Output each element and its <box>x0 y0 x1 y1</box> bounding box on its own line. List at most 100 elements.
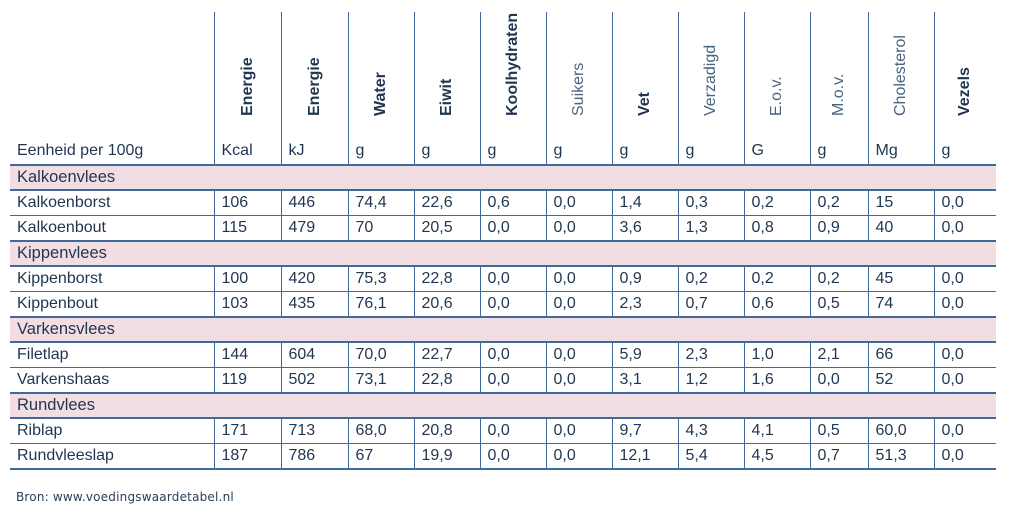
table-cell: 0,2 <box>743 266 810 292</box>
table-cell: 0,0 <box>933 342 996 368</box>
table-cell: 20,5 <box>413 215 480 242</box>
group-row: Kippenvlees <box>10 241 996 267</box>
table-cell: 0,0 <box>809 367 868 394</box>
table-cell: 1,4 <box>611 190 678 216</box>
row-label: Filetlap <box>10 342 214 368</box>
table-cell: 0,0 <box>933 215 996 242</box>
table-cell: 20,8 <box>413 418 480 444</box>
row-label: Kippenborst <box>10 266 214 292</box>
table-cell: 19,9 <box>413 443 480 470</box>
table-cell: 73,1 <box>347 367 414 394</box>
table-cell: 74,4 <box>347 190 414 216</box>
group-label: Kalkoenvlees <box>10 165 996 191</box>
group-row: Varkensvlees <box>10 317 996 343</box>
unit-cell: g <box>611 138 678 166</box>
table-cell: 9,7 <box>611 418 678 444</box>
unit-cell: g <box>933 138 996 166</box>
column-header: Suikers <box>545 12 612 138</box>
table-cell: 187 <box>213 443 281 470</box>
group-row: Kalkoenvlees <box>10 165 996 191</box>
table-row: Kalkoenbout 115 479 70 20,5 0,0 0,0 3,6 1,3 0,8 0,… <box>10 215 996 242</box>
table-cell: 0,0 <box>479 418 546 444</box>
column-header-label: Vet <box>636 91 653 116</box>
table-cell: 70 <box>347 215 414 242</box>
unit-cell: kJ <box>280 138 348 166</box>
table-cell: 0,0 <box>479 215 546 242</box>
table-cell: 446 <box>280 190 348 216</box>
group-label: Kippenvlees <box>10 241 996 267</box>
table-cell: 0,7 <box>809 443 868 470</box>
table-cell: 0,0 <box>545 342 612 368</box>
table-cell: 0,0 <box>545 190 612 216</box>
table-cell: 51,3 <box>867 443 934 470</box>
row-label: Kalkoenborst <box>10 190 214 216</box>
column-header: Vet <box>611 12 678 138</box>
table-cell: 2,3 <box>677 342 744 368</box>
unit-row-label: Eenheid per 100g <box>10 138 214 166</box>
table-cell: 0,2 <box>677 266 744 292</box>
table-cell: 66 <box>867 342 934 368</box>
table-cell: 119 <box>213 367 281 394</box>
column-header: M.o.v. <box>809 12 868 138</box>
table-cell: 115 <box>213 215 281 242</box>
table-cell: 60,0 <box>867 418 934 444</box>
table-cell: 2,1 <box>809 342 868 368</box>
column-header-label: Energie <box>305 57 323 116</box>
table-row: Kippenborst 100 420 75,3 22,8 0,0 0,0 0,9 0,2 0,2… <box>10 266 996 292</box>
table-cell: 22,8 <box>413 367 480 394</box>
table-cell: 0,0 <box>933 443 996 470</box>
table-cell: 0,0 <box>545 367 612 394</box>
table-cell: 420 <box>280 266 348 292</box>
nutrition-table: Energie Energie Water Eiwit Koolhydraten Suik… <box>10 12 996 470</box>
source-note: Bron: www.voedingswaardetabel.nl <box>16 490 234 504</box>
unit-cell: Mg <box>867 138 934 166</box>
table-cell: 0,9 <box>809 215 868 242</box>
row-label: Rundvleeslap <box>10 443 214 470</box>
unit-cell: g <box>479 138 546 166</box>
table-cell: 106 <box>213 190 281 216</box>
row-label: Riblap <box>10 418 214 444</box>
column-header: E.o.v. <box>743 12 810 138</box>
column-header-label: Koolhydraten <box>504 12 521 116</box>
table-cell: 0,5 <box>809 291 868 318</box>
column-header: Verzadigd <box>677 12 744 138</box>
table-cell: 0,0 <box>479 367 546 394</box>
table-cell: 0,0 <box>933 418 996 444</box>
column-header-label: Energie <box>238 57 256 116</box>
unit-cell: g <box>347 138 414 166</box>
table-cell: 45 <box>867 266 934 292</box>
table-cell: 1,3 <box>677 215 744 242</box>
column-header-label: Eiwit <box>438 78 455 116</box>
table-cell: 0,0 <box>545 215 612 242</box>
table-cell: 0,0 <box>545 266 612 292</box>
table-cell: 0,0 <box>933 367 996 394</box>
table-cell: 68,0 <box>347 418 414 444</box>
table-cell: 1,6 <box>743 367 810 394</box>
row-label: Varkenshaas <box>10 367 214 394</box>
table-cell: 0,6 <box>743 291 810 318</box>
column-header: Cholesterol <box>867 12 934 138</box>
table-cell: 75,3 <box>347 266 414 292</box>
table-cell: 0,0 <box>933 266 996 292</box>
table-cell: 0,0 <box>479 291 546 318</box>
unit-cell: g <box>677 138 744 166</box>
unit-cell: g <box>809 138 868 166</box>
table-row: Rundvleeslap 187 786 67 19,9 0,0 0,0 12,1 5,4 4,5… <box>10 443 996 470</box>
table-cell: 0,0 <box>933 291 996 318</box>
table-cell: 0,0 <box>545 418 612 444</box>
group-label: Rundvlees <box>10 393 996 419</box>
table-cell: 0,2 <box>743 190 810 216</box>
table-cell: 0,2 <box>809 266 868 292</box>
table-row: Varkenshaas 119 502 73,1 22,8 0,0 0,0 3,1 1,2 1,6… <box>10 367 996 394</box>
column-header-row: Energie Energie Water Eiwit Koolhydraten Suik… <box>10 12 996 138</box>
table-cell: 22,8 <box>413 266 480 292</box>
table-cell: 0,2 <box>809 190 868 216</box>
table-cell: 74 <box>867 291 934 318</box>
table-cell: 0,5 <box>809 418 868 444</box>
table-cell: 0,9 <box>611 266 678 292</box>
column-header: Koolhydraten <box>479 12 546 138</box>
table-cell: 52 <box>867 367 934 394</box>
table-cell: 15 <box>867 190 934 216</box>
table-cell: 0,6 <box>479 190 546 216</box>
